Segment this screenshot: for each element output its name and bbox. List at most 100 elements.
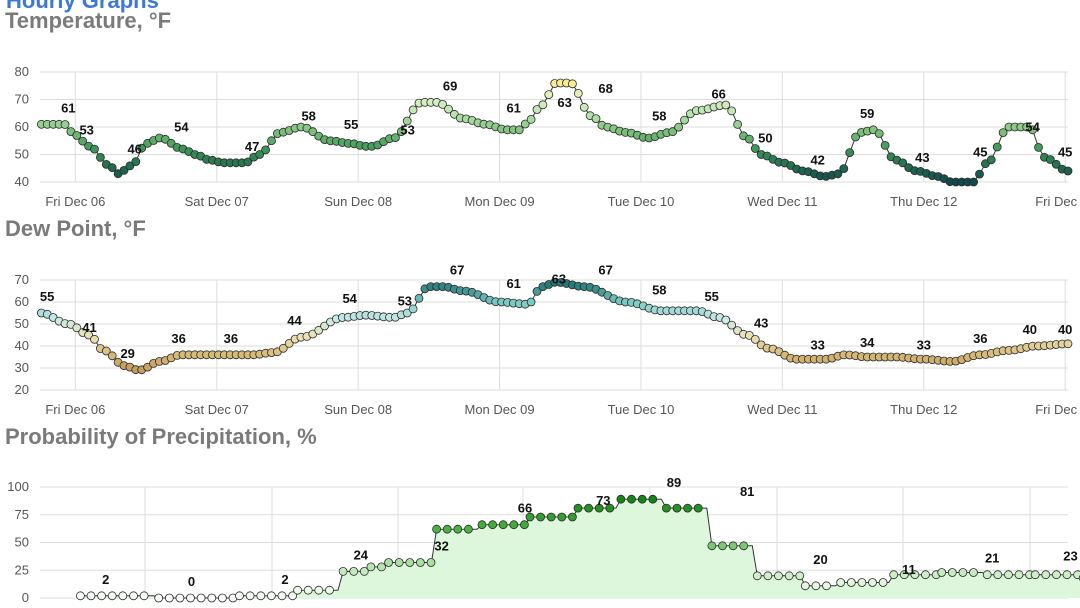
y-tick-label: 40 — [15, 174, 29, 189]
data-point — [477, 520, 487, 530]
data-point — [426, 558, 436, 567]
data-point — [90, 144, 99, 154]
data-point — [868, 578, 877, 587]
data-point — [463, 524, 473, 534]
data-point — [86, 591, 96, 601]
data-point — [432, 524, 442, 534]
x-tick-label: Fri Dec 13 — [1035, 194, 1080, 209]
data-point — [255, 150, 265, 159]
data-point — [544, 90, 554, 99]
y-tick-label: 20 — [15, 382, 29, 397]
data-point — [414, 293, 424, 303]
data-point — [442, 524, 452, 534]
y-tick-label: 50 — [15, 147, 29, 162]
data-point — [800, 581, 810, 591]
data-point — [196, 593, 206, 603]
data-point — [520, 119, 530, 129]
y-tick-label: 70 — [15, 92, 29, 107]
data-point — [668, 127, 678, 137]
data-point — [594, 503, 604, 513]
data-point — [958, 568, 968, 577]
data-point — [175, 593, 185, 603]
data-label: 63 — [557, 95, 571, 110]
y-tick-label: 100 — [7, 479, 29, 494]
data-label: 54 — [342, 291, 357, 306]
data-point — [1062, 570, 1072, 580]
data-point — [662, 503, 671, 513]
data-label: 0 — [188, 574, 195, 589]
data-point — [408, 304, 418, 314]
data-label: 47 — [245, 139, 259, 154]
data-point — [845, 148, 855, 158]
data-point — [992, 142, 1002, 152]
data-point — [969, 177, 978, 187]
x-tick-label: Wed Dec 11 — [747, 402, 817, 417]
data-point — [982, 570, 992, 580]
data-label: 59 — [860, 106, 874, 121]
data-label: 24 — [354, 547, 369, 562]
data-point — [532, 105, 542, 114]
data-point — [707, 541, 717, 551]
precip-chart-title: Probability of Precipitation, % — [5, 424, 317, 449]
data-point — [721, 315, 731, 325]
data-point — [998, 128, 1008, 138]
data-point — [438, 100, 448, 109]
data-point — [921, 570, 930, 580]
data-point — [129, 591, 138, 601]
data-label: 55 — [344, 117, 358, 132]
data-point — [874, 129, 884, 139]
y-tick-label: 75 — [15, 507, 29, 522]
data-point — [235, 591, 244, 601]
data-point — [784, 571, 794, 581]
data-point — [154, 593, 164, 603]
x-tick-label: Thu Dec 12 — [890, 194, 957, 209]
data-point — [969, 568, 978, 577]
data-label: 2 — [281, 572, 288, 587]
data-point — [851, 132, 860, 142]
data-point — [727, 320, 737, 330]
data-point — [118, 591, 128, 601]
data-point — [377, 562, 386, 572]
data-point — [889, 570, 899, 580]
data-label: 20 — [813, 552, 827, 567]
data-point — [107, 351, 117, 361]
data-point — [514, 125, 524, 135]
data-label: 81 — [740, 484, 754, 499]
y-tick-label: 70 — [15, 272, 29, 287]
x-tick-label: Thu Dec 12 — [890, 402, 957, 417]
data-point — [733, 120, 742, 129]
x-tick-label: Sun Dec 08 — [324, 194, 392, 209]
data-point — [394, 558, 404, 567]
data-point — [186, 593, 195, 603]
data-point — [1014, 570, 1024, 580]
data-label: 67 — [450, 263, 464, 278]
precip-chart: 0255075100202243266738981201121232118955… — [7, 475, 1080, 605]
data-point — [207, 593, 217, 603]
data-point — [78, 136, 88, 146]
data-point — [405, 558, 415, 567]
data-point — [243, 157, 253, 167]
data-point — [899, 570, 909, 580]
data-label: 61 — [506, 100, 520, 115]
data-point — [166, 138, 176, 148]
data-point — [139, 591, 149, 601]
data-label: 23 — [1063, 549, 1077, 564]
data-point — [750, 144, 760, 153]
data-point — [822, 581, 831, 591]
data-point — [774, 571, 783, 581]
data-label: 58 — [652, 282, 666, 297]
x-tick-label: Fri Dec 13 — [1035, 402, 1080, 417]
data-point — [880, 140, 890, 150]
data-label: 46 — [127, 142, 141, 157]
data-point — [605, 503, 615, 513]
data-label: 40 — [1023, 322, 1037, 337]
data-point — [96, 152, 105, 162]
data-point — [573, 503, 583, 513]
data-point — [101, 346, 111, 356]
data-point — [444, 104, 453, 114]
data-point — [72, 323, 82, 333]
data-label: 89 — [667, 475, 681, 490]
data-label: 32 — [434, 539, 448, 554]
data-point — [727, 106, 737, 116]
y-tick-label: 25 — [15, 562, 29, 577]
